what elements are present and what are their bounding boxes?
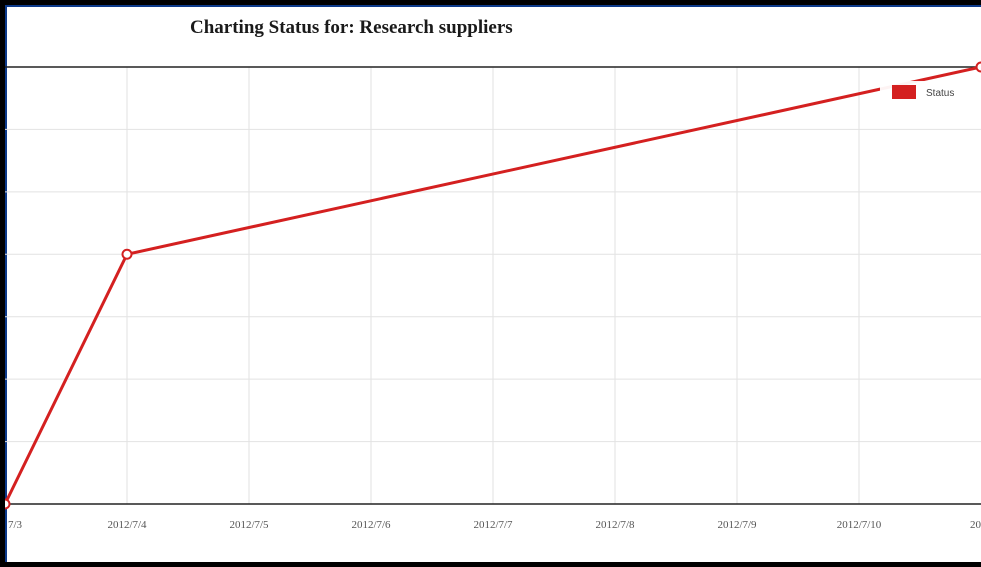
chart-title: Charting Status for: Research suppliers: [190, 17, 513, 38]
x-tick-label: 2012: [970, 519, 981, 531]
x-tick-label: 7/3: [8, 519, 23, 531]
data-point: [5, 498, 11, 510]
data-point: [121, 248, 133, 260]
line-chart: 7/3 2012/7/4 2012/7/5 2012/7/6 2012/7/7 2012/…: [5, 61, 981, 531]
legend-swatch-status: [892, 85, 916, 99]
x-tick-label: 2012/7/5: [229, 519, 269, 531]
x-tick-label: 2012/7/9: [717, 519, 757, 531]
x-tick-label: 2012/7/7: [473, 519, 513, 531]
chart-panel: Charting Status for: Research suppliers …: [5, 5, 981, 562]
legend-label-status: Status: [926, 88, 954, 99]
x-tick-label: 2012/7/10: [837, 519, 882, 531]
data-point: [975, 61, 981, 73]
x-tick-label: 2012/7/8: [595, 519, 635, 531]
x-tick-label: 2012/7/4: [107, 519, 147, 531]
x-tick-label: 2012/7/6: [351, 519, 391, 531]
